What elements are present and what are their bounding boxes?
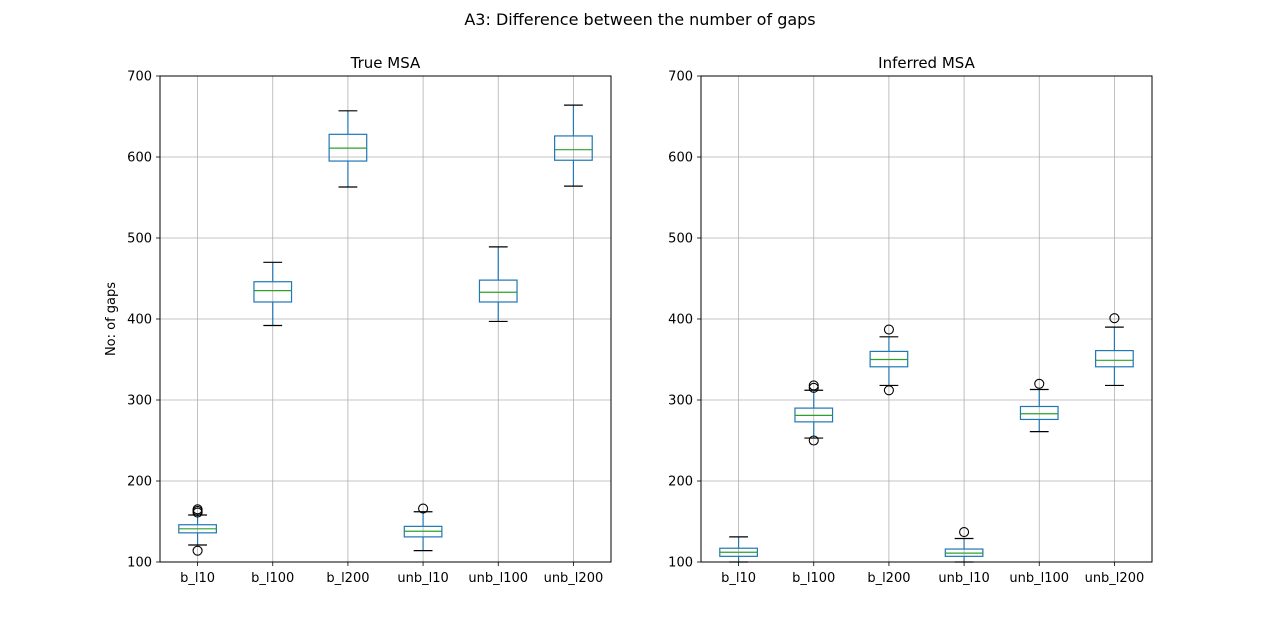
subplot-title: True MSA bbox=[350, 54, 421, 72]
outlier-point bbox=[808, 380, 819, 391]
y-tick-label: 300 bbox=[127, 394, 152, 409]
y-tick-label: 100 bbox=[668, 556, 693, 571]
x-tick-label: unb_l10 bbox=[397, 571, 448, 586]
y-axis-label: No: of gaps bbox=[104, 282, 119, 356]
outlier-point bbox=[192, 504, 203, 515]
y-tick-label: 700 bbox=[127, 70, 152, 85]
x-tick-label: b_l10 bbox=[180, 571, 215, 586]
outlier-point bbox=[1109, 313, 1120, 324]
x-tick-label: b_l100 bbox=[251, 571, 294, 586]
outlier-point bbox=[959, 526, 970, 538]
iqr-box bbox=[253, 281, 293, 303]
y-tick-label: 200 bbox=[668, 475, 693, 490]
y-tick-label: 600 bbox=[668, 151, 693, 166]
outlier-point bbox=[192, 545, 203, 556]
box-unb_l10 bbox=[403, 503, 443, 552]
x-tick-label: unb_l10 bbox=[938, 571, 989, 586]
figure-title: A3: Difference between the number of gap… bbox=[464, 10, 815, 29]
box-unb_l200 bbox=[554, 104, 593, 187]
x-tick-label: b_l200 bbox=[326, 571, 369, 586]
y-tick-label: 500 bbox=[127, 232, 152, 247]
axes-frame bbox=[159, 75, 612, 563]
x-tick-label: b_l100 bbox=[792, 571, 835, 586]
box-b_l10 bbox=[178, 504, 217, 556]
y-tick-label: 700 bbox=[668, 70, 693, 85]
x-tick-label: b_l10 bbox=[721, 571, 756, 586]
outlier-point bbox=[808, 382, 819, 393]
y-tick-label: 500 bbox=[668, 232, 693, 247]
outlier-point bbox=[1034, 378, 1045, 389]
x-tick-label: unb_l200 bbox=[544, 571, 604, 586]
box-unb_l200 bbox=[1095, 313, 1134, 387]
subplot-true-msa: 100 200 300 400 500 600 700 b_l10 b_l100 b_l200 un… bbox=[127, 54, 612, 586]
subplot-title: Inferred MSA bbox=[878, 54, 975, 72]
y-tick-label: 100 bbox=[127, 556, 152, 571]
y-tick-label: 200 bbox=[127, 475, 152, 490]
iqr-box bbox=[1095, 349, 1134, 368]
iqr-box bbox=[1019, 405, 1059, 421]
outlier-point bbox=[883, 324, 894, 335]
box-b_l10 bbox=[719, 536, 758, 563]
subplot-inferred-msa: 100 200 300 400 500 600 700 b_l10 b_l100 b_l200 un… bbox=[668, 54, 1153, 586]
box-b_l100 bbox=[794, 380, 834, 446]
iqr-box bbox=[554, 135, 593, 161]
x-tick-label: unb_l100 bbox=[1009, 571, 1069, 586]
y-tick-label: 400 bbox=[668, 313, 693, 328]
box-b_l200 bbox=[869, 324, 909, 396]
x-tick-label: unb_l100 bbox=[468, 571, 528, 586]
iqr-box bbox=[478, 279, 518, 303]
box-b_l100 bbox=[253, 261, 293, 327]
y-tick-label: 600 bbox=[127, 151, 152, 166]
x-tick-label: unb_l200 bbox=[1085, 571, 1145, 586]
box-unb_l100 bbox=[1019, 378, 1059, 433]
axes-frame bbox=[700, 75, 1153, 563]
outlier-point bbox=[808, 435, 819, 446]
x-tick-label: b_l200 bbox=[867, 571, 910, 586]
box-b_l200 bbox=[328, 110, 368, 188]
box-unb_l100 bbox=[478, 246, 518, 323]
outlier-point bbox=[883, 385, 894, 396]
y-tick-label: 400 bbox=[127, 313, 152, 328]
outlier-point bbox=[418, 503, 429, 514]
y-tick-label: 300 bbox=[668, 394, 693, 409]
